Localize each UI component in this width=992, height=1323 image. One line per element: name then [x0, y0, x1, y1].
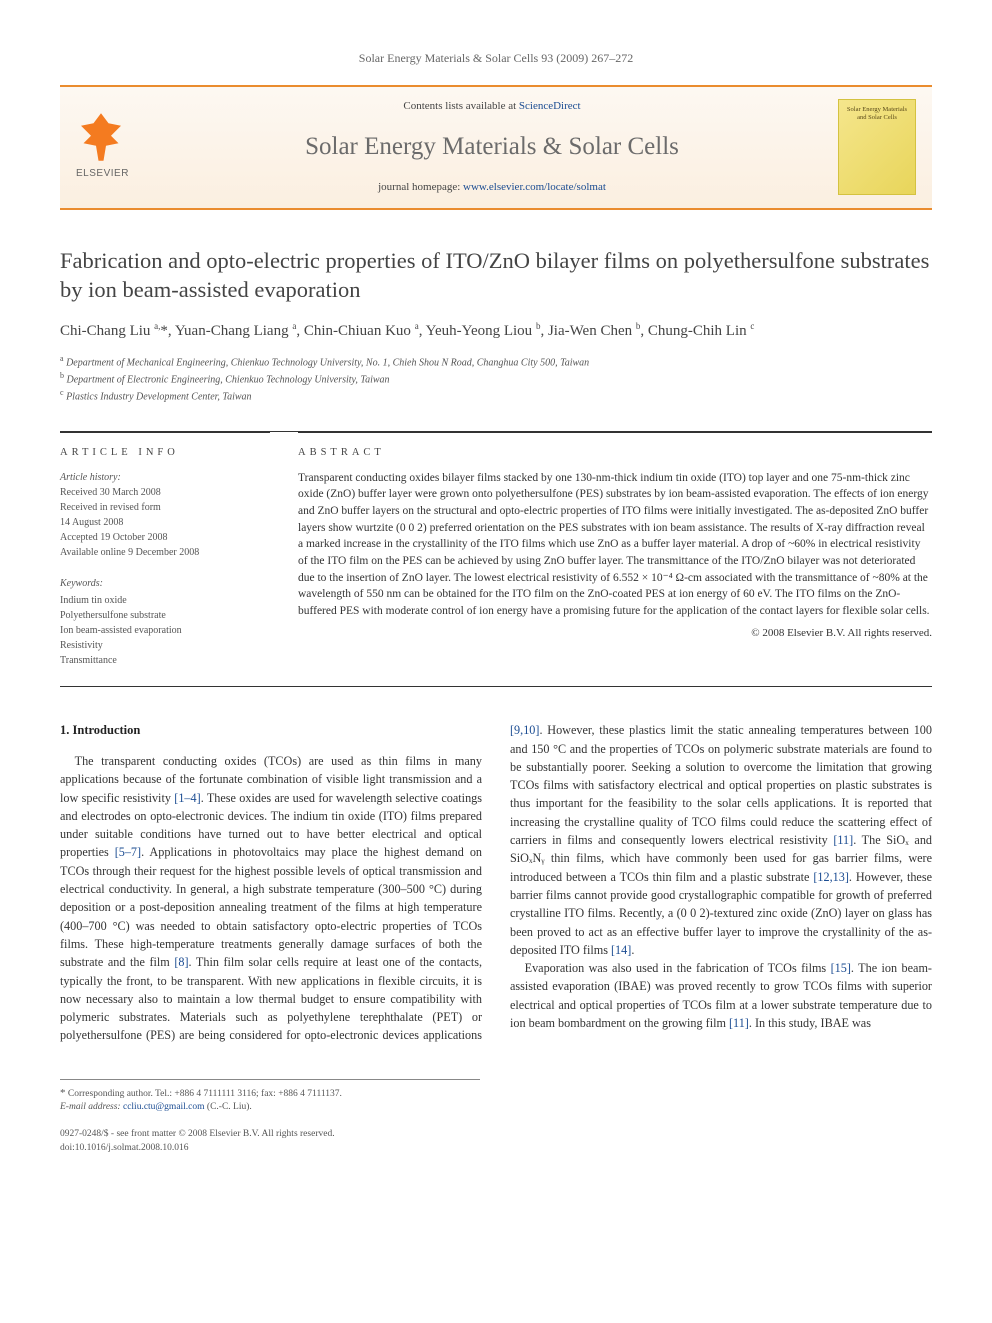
star-icon: *: [60, 1087, 66, 1099]
p1-seg-e: . However, these plastics limit the stat…: [510, 723, 932, 847]
ref-14[interactable]: [14]: [611, 943, 631, 957]
p2-seg-a: Evaporation was also used in the fabrica…: [525, 961, 831, 975]
sciencedirect-link[interactable]: ScienceDirect: [519, 100, 581, 112]
abstract-head: abstract: [298, 445, 932, 460]
abstract-copyright: © 2008 Elsevier B.V. All rights reserved…: [298, 626, 932, 642]
contents-line: Contents lists available at ScienceDirec…: [164, 99, 820, 115]
corr-email-link[interactable]: ccliu.ctu@gmail.com: [123, 1102, 205, 1112]
keywords-label: Keywords:: [60, 576, 270, 591]
email-line: E-mail address: ccliu.ctu@gmail.com (C.-…: [60, 1101, 480, 1114]
ref-5-7[interactable]: [5–7]: [115, 845, 141, 859]
body-columns: 1. Introduction The transparent conducti…: [60, 721, 932, 1045]
p2-seg-c: . In this study, IBAE was: [749, 1016, 871, 1030]
abstract-block: abstract Transparent conducting oxides b…: [298, 432, 932, 669]
history-lines: Received 30 March 2008Received in revise…: [60, 485, 270, 560]
journal-homepage-link[interactable]: www.elsevier.com/locate/solmat: [463, 181, 606, 193]
page-footer: * Corresponding author. Tel.: +886 4 711…: [60, 1079, 932, 1115]
info-block: article info Article history: Received 3…: [60, 431, 932, 688]
journal-name: Solar Energy Materials & Solar Cells: [164, 129, 820, 165]
doi-line: doi:10.1016/j.solmat.2008.10.016: [60, 1142, 932, 1155]
affiliations: a Department of Mechanical Engineering, …: [60, 353, 932, 405]
corr-text: Corresponding author. Tel.: +886 4 71111…: [68, 1089, 342, 1099]
ref-11b[interactable]: [11]: [729, 1016, 749, 1030]
ref-8[interactable]: [8]: [174, 955, 188, 969]
article-title: Fabrication and opto-electric properties…: [60, 246, 932, 305]
section-1-title: 1. Introduction: [60, 721, 482, 740]
abstract-text: Transparent conducting oxides bilayer fi…: [298, 470, 932, 620]
journal-cover-thumbnail: Solar Energy Materials and Solar Cells: [838, 99, 916, 195]
homepage-prefix: journal homepage:: [378, 181, 463, 193]
ref-12-13[interactable]: [12,13]: [813, 870, 849, 884]
email-label: E-mail address:: [60, 1102, 121, 1112]
front-matter-block: 0927-0248/$ - see front matter © 2008 El…: [60, 1128, 932, 1155]
ref-15[interactable]: [15]: [831, 961, 851, 975]
journal-banner: ELSEVIER Contents lists available at Sci…: [60, 85, 932, 209]
p1-seg-c: . Applications in photovoltaics may plac…: [60, 845, 482, 969]
corresponding-author-note: * Corresponding author. Tel.: +886 4 711…: [60, 1086, 480, 1101]
intro-paragraph-2: Evaporation was also used in the fabrica…: [510, 959, 932, 1032]
article-info-head: article info: [60, 445, 270, 461]
history-label: Article history:: [60, 470, 270, 485]
contents-prefix: Contents lists available at: [403, 100, 518, 112]
banner-center: Contents lists available at ScienceDirec…: [164, 99, 820, 195]
elsevier-tree-icon: [76, 113, 126, 163]
ref-9-10[interactable]: [9,10]: [510, 723, 539, 737]
keywords-list: Indium tin oxidePolyethersulfone substra…: [60, 593, 270, 668]
running-header: Solar Energy Materials & Solar Cells 93 …: [60, 50, 932, 67]
p1-seg-h: .: [631, 943, 634, 957]
article-info-left: article info Article history: Received 3…: [60, 432, 270, 669]
homepage-line: journal homepage: www.elsevier.com/locat…: [164, 180, 820, 196]
footnotes: * Corresponding author. Tel.: +886 4 711…: [60, 1079, 480, 1115]
email-who: (C.-C. Liu).: [207, 1102, 252, 1112]
publisher-brand: ELSEVIER: [76, 167, 146, 182]
ref-1-4[interactable]: [1–4]: [174, 791, 200, 805]
publisher-logo-block: ELSEVIER: [76, 113, 146, 182]
front-matter-line: 0927-0248/$ - see front matter © 2008 El…: [60, 1128, 932, 1141]
ref-11[interactable]: [11]: [833, 833, 853, 847]
author-list: Chi-Chang Liu a,*, Yuan-Chang Liang a, C…: [60, 320, 932, 343]
